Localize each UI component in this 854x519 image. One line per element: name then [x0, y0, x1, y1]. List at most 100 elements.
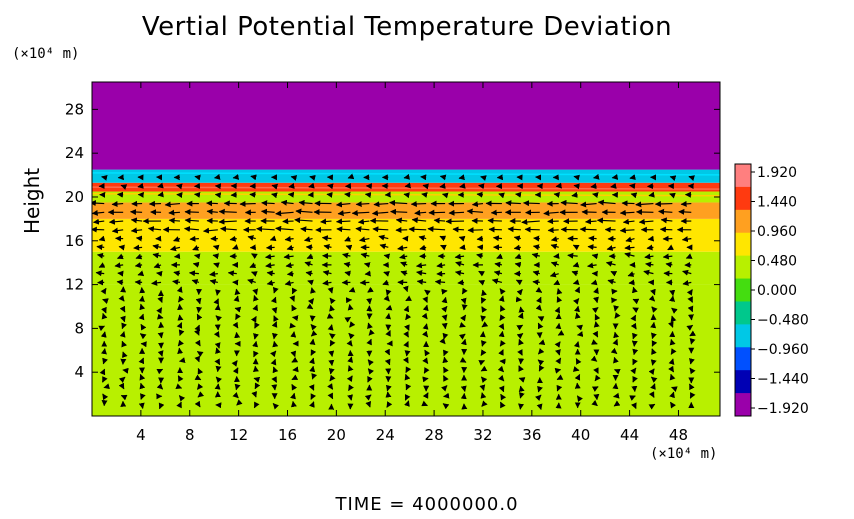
field-layer-4	[92, 191, 720, 203]
wind-arrow	[624, 244, 635, 251]
wind-arrow	[421, 330, 429, 338]
wind-arrow	[348, 384, 354, 392]
wind-arrow	[140, 393, 146, 400]
wind-arrow	[400, 270, 408, 277]
wind-arrow	[560, 199, 578, 206]
wind-arrow	[157, 350, 164, 357]
wind-arrow	[378, 234, 389, 241]
wind-arrow	[518, 392, 525, 399]
wind-arrow	[404, 400, 410, 407]
wind-arrow	[266, 270, 275, 277]
wind-arrow	[421, 400, 428, 407]
x-tick-label: 40	[571, 426, 590, 444]
wind-arrow	[622, 218, 635, 225]
wind-arrow	[442, 332, 449, 340]
wind-arrow	[156, 383, 164, 390]
wind-arrow	[100, 287, 107, 295]
wind-arrow	[285, 262, 294, 269]
wind-arrow	[537, 316, 545, 322]
wind-arrow	[212, 244, 220, 251]
wind-arrow	[643, 269, 654, 276]
wind-arrow	[669, 338, 676, 346]
wind-arrow	[363, 262, 371, 268]
wind-arrow	[553, 191, 560, 198]
wind-arrow	[327, 183, 334, 190]
wind-arrow	[215, 289, 222, 296]
wind-arrow	[497, 365, 505, 373]
wind-arrow	[573, 341, 580, 348]
wind-arrow	[531, 252, 540, 259]
wind-arrow	[550, 243, 559, 250]
wind-arrow	[421, 312, 428, 320]
wind-arrow	[249, 262, 257, 268]
wind-arrow	[593, 296, 599, 304]
wind-arrow	[632, 375, 638, 383]
wind-arrow	[291, 383, 298, 391]
wind-arrow	[232, 367, 239, 374]
wind-arrow	[518, 338, 524, 346]
wind-arrow	[157, 332, 164, 339]
wind-arrow	[500, 393, 507, 401]
y-tick-label: 12	[65, 276, 84, 294]
wind-arrow	[305, 270, 313, 277]
wind-arrow	[499, 340, 506, 347]
wind-arrow	[687, 296, 694, 303]
wind-arrow	[455, 261, 465, 267]
wind-arrow	[405, 295, 412, 302]
wind-arrow	[556, 288, 563, 295]
wind-arrow	[367, 322, 373, 330]
wind-arrow	[587, 262, 597, 269]
wind-arrow	[635, 201, 654, 208]
wind-arrow	[507, 226, 521, 233]
colorbar-tick-label: 0.960	[757, 224, 797, 240]
wind-arrow	[591, 307, 599, 314]
wind-arrow	[632, 332, 638, 340]
wind-arrow	[574, 312, 581, 319]
wind-arrow	[629, 183, 636, 190]
wind-arrow	[384, 358, 391, 366]
wind-arrow	[336, 218, 351, 225]
wind-arrow	[157, 182, 164, 189]
wind-arrow	[592, 192, 599, 199]
wind-arrow	[415, 262, 427, 269]
wind-arrow	[214, 358, 221, 366]
wind-arrow	[347, 356, 354, 363]
wind-arrow	[119, 305, 126, 313]
wind-arrow	[288, 182, 295, 189]
wind-arrow	[513, 235, 521, 242]
wind-arrow	[266, 279, 275, 286]
wind-arrow	[441, 192, 449, 199]
y-tick-label: 16	[65, 232, 84, 250]
wind-arrow	[535, 304, 542, 311]
wind-arrow	[177, 295, 185, 303]
wind-arrow	[344, 270, 351, 277]
wind-arrow	[491, 278, 503, 285]
wind-arrow	[471, 201, 484, 208]
wind-arrow	[310, 287, 316, 294]
wind-arrow	[153, 262, 162, 269]
wind-arrow	[138, 313, 145, 321]
wind-arrow	[194, 191, 201, 198]
wind-arrow	[689, 367, 696, 375]
wind-arrow	[118, 295, 125, 302]
wind-arrow	[327, 287, 334, 294]
wind-arrow	[678, 208, 692, 215]
wind-arrow	[239, 200, 256, 207]
wind-arrow	[554, 306, 561, 314]
wind-arrow	[364, 192, 372, 198]
wind-arrow	[254, 322, 260, 329]
x-axis: 4 8 12 16 20 24 28 32 36 40 44 48	[136, 82, 688, 444]
wind-arrow	[183, 226, 199, 232]
wind-arrow	[337, 210, 351, 217]
wind-arrow	[536, 403, 543, 411]
wind-arrow	[271, 183, 279, 190]
wind-arrow	[173, 236, 181, 242]
wind-arrow	[384, 348, 391, 356]
wind-arrow	[594, 374, 601, 382]
wind-arrow	[102, 357, 108, 365]
wind-arrow	[498, 349, 504, 356]
wind-arrow	[466, 208, 484, 215]
x-tick-label: 48	[669, 426, 688, 444]
wind-arrow	[590, 183, 597, 190]
wind-arrow	[480, 365, 488, 372]
